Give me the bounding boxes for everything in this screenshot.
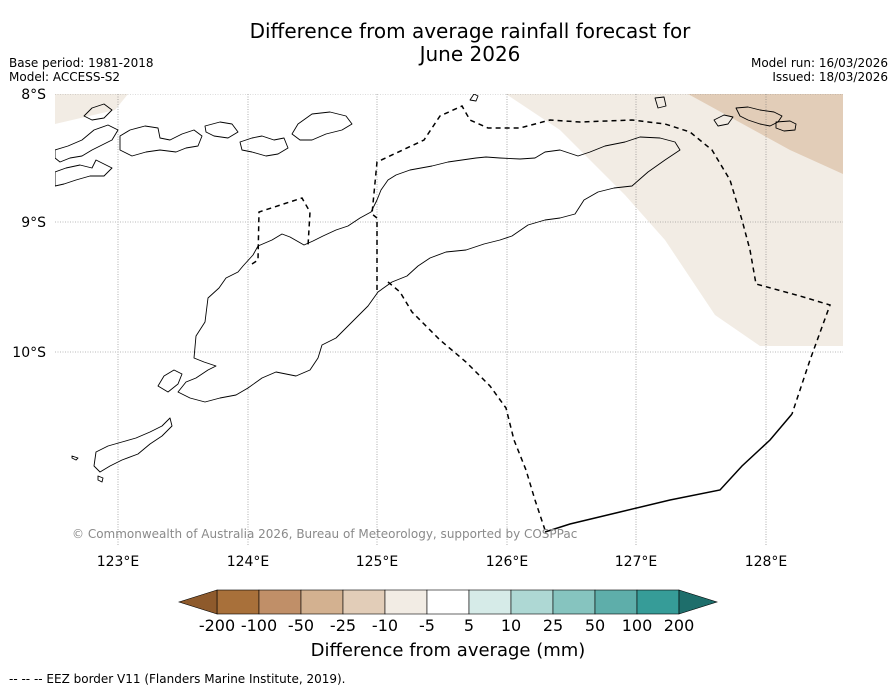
title-line-2: June 2026 (419, 42, 521, 66)
colorbar-swatch (510, 589, 554, 615)
cbar-tick-label: 10 (500, 616, 522, 635)
lon-label-125e: 125°E (356, 554, 399, 570)
eez-enclave (251, 197, 311, 265)
title-line-1: Difference from average rainfall forecas… (249, 19, 691, 43)
cbar-tick-label: 50 (584, 616, 606, 635)
copyright-notice: © Commonwealth of Australia 2026, Bureau… (72, 527, 578, 541)
colorbar-title: Difference from average (mm) (310, 640, 586, 661)
chart-title: Difference from average rainfall forecas… (170, 20, 770, 66)
colorbar-swatch (594, 589, 638, 615)
colorbar-extend-low (178, 589, 218, 615)
colorbar-swatch (468, 589, 512, 615)
colorbar-swatch (552, 589, 596, 615)
lon-label-124e: 124°E (227, 554, 270, 570)
island-nw-1 (55, 124, 119, 163)
island-nw-7 (55, 159, 113, 187)
colorbar-swatch (636, 589, 680, 615)
cbar-tick-label: -50 (287, 616, 315, 635)
lon-label-123e: 123°E (97, 554, 140, 570)
eez-border-solid-south (544, 413, 793, 533)
lon-label-128e: 128°E (745, 554, 788, 570)
colorbar-swatch (342, 589, 386, 615)
island-sw-4 (97, 475, 104, 483)
colorbar-swatch (300, 589, 344, 615)
colorbar-extend-high (678, 589, 718, 615)
island-sw-1 (157, 369, 183, 393)
colorbar-swatch (384, 589, 428, 615)
lat-label-10s: 10°S (12, 345, 46, 361)
cbar-tick-label: -100 (240, 616, 278, 635)
eez-border-north (371, 105, 831, 415)
issued-date: Issued: 18/03/2026 (772, 70, 888, 84)
meta-left: Base period: 1981-2018 Model: ACCESS-S2 (9, 56, 154, 84)
eez-border-south (387, 281, 546, 531)
gridlines (55, 94, 843, 546)
cbar-tick-label: -25 (329, 616, 357, 635)
model-run: Model run: 16/03/2026 (750, 56, 888, 70)
timor-island (177, 136, 681, 403)
cbar-tick-label: -200 (198, 616, 236, 635)
cbar-tick-label: 5 (463, 616, 475, 635)
island-nw-2 (119, 125, 203, 157)
colorbar-swatch (216, 589, 260, 615)
cbar-tick-label: 100 (621, 616, 653, 635)
anomaly-region-minus10-light (506, 94, 843, 346)
map-plot-area (55, 94, 843, 546)
cbar-tick-label: 200 (663, 616, 695, 635)
cbar-tick-label: -10 (371, 616, 399, 635)
lon-label-127e: 127°E (615, 554, 658, 570)
cbar-tick-label: 25 (542, 616, 564, 635)
island-ne-2 (775, 120, 797, 132)
lat-label-9s: 9°S (21, 215, 46, 231)
eez-borders (251, 105, 831, 531)
island-nw-5 (291, 111, 353, 141)
coastlines (55, 94, 797, 483)
colorbar-swatch (426, 589, 470, 615)
island-ne-5 (469, 94, 479, 102)
cbar-tick-label: -5 (419, 616, 435, 635)
island-nw-3 (204, 121, 239, 139)
colorbar (178, 589, 718, 615)
model-name: Model: ACCESS-S2 (9, 70, 121, 84)
lat-label-8s: 8°S (21, 87, 46, 103)
anomaly-region-minus25-northeast (688, 94, 843, 174)
meta-right: Model run: 16/03/2026 Issued: 18/03/2026 (751, 56, 888, 84)
island-nw-6 (83, 103, 113, 121)
island-ne-3 (713, 114, 734, 127)
island-sw-2 (93, 417, 173, 473)
base-period: Base period: 1981-2018 (9, 56, 154, 70)
eez-legend-note: -- -- -- EEZ border V11 (Flanders Marine… (9, 672, 346, 686)
colorbar-swatch (258, 589, 302, 615)
lon-label-126e: 126°E (486, 554, 529, 570)
island-sw-3 (71, 455, 79, 461)
island-ne-4 (654, 96, 667, 109)
island-nw-4 (239, 135, 289, 157)
